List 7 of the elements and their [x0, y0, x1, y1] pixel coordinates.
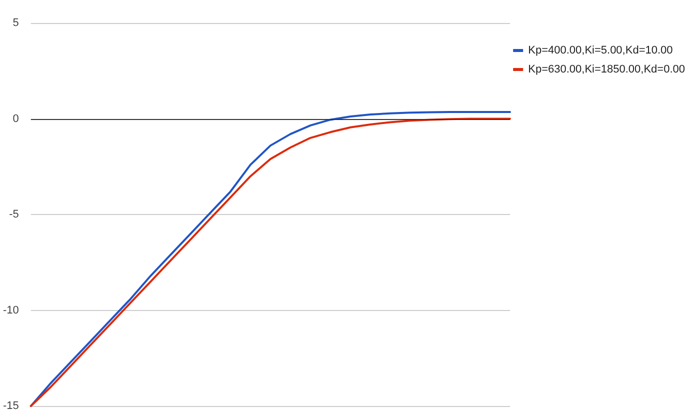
y-tick-label: 0	[12, 112, 19, 125]
y-tick-label: -15	[2, 400, 19, 412]
legend-label: Kp=630.00,Ki=1850.00,Kd=0.00	[528, 64, 685, 76]
y-tick-label: -5	[9, 208, 19, 220]
y-tick-label: -10	[2, 304, 19, 316]
legend-label: Kp=400.00,Ki=5.00,Kd=10.00	[528, 44, 673, 56]
y-tick-label: 5	[12, 17, 19, 29]
